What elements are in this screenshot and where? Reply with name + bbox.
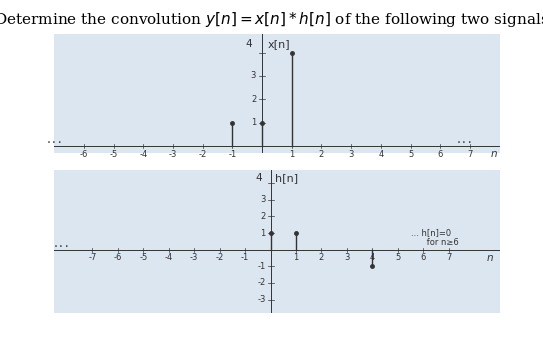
Text: 7: 7 xyxy=(467,150,472,159)
Text: -2: -2 xyxy=(199,150,207,159)
Text: 4: 4 xyxy=(245,39,252,49)
Text: Determine the convolution $y[n] = x[n]*h[n]$ of the following two signals: Determine the convolution $y[n] = x[n]*h… xyxy=(0,10,543,29)
Text: 5: 5 xyxy=(408,150,413,159)
Text: 1: 1 xyxy=(289,150,294,159)
Text: 6: 6 xyxy=(420,253,426,262)
Text: -4: -4 xyxy=(139,150,148,159)
Text: 6: 6 xyxy=(438,150,443,159)
Text: 3: 3 xyxy=(251,71,256,81)
Text: ...: ... xyxy=(455,135,473,145)
Text: 4: 4 xyxy=(378,150,383,159)
Text: ... h[n]=0
      for n≥6: ... h[n]=0 for n≥6 xyxy=(411,228,458,247)
Text: 2: 2 xyxy=(251,95,256,104)
Text: -2: -2 xyxy=(216,253,224,262)
Text: 1: 1 xyxy=(293,253,299,262)
Text: 3: 3 xyxy=(260,195,266,204)
Text: -2: -2 xyxy=(257,278,266,287)
Text: -6: -6 xyxy=(113,253,122,262)
Text: -6: -6 xyxy=(80,150,88,159)
Text: -7: -7 xyxy=(89,253,97,262)
Text: 1: 1 xyxy=(260,228,266,238)
Text: -1: -1 xyxy=(241,253,249,262)
Text: ...: ... xyxy=(53,239,71,249)
Text: 2: 2 xyxy=(319,150,324,159)
Text: 2: 2 xyxy=(260,212,266,221)
Text: n: n xyxy=(487,253,494,263)
Text: -3: -3 xyxy=(169,150,177,159)
Text: ...: ... xyxy=(46,135,63,145)
Text: x[n]: x[n] xyxy=(268,39,290,49)
Text: 7: 7 xyxy=(446,253,451,262)
Text: n: n xyxy=(491,149,497,159)
Text: 3: 3 xyxy=(349,150,354,159)
Text: 4: 4 xyxy=(370,253,375,262)
Text: -1: -1 xyxy=(257,262,266,271)
Text: 1: 1 xyxy=(251,118,256,127)
Text: h[n]: h[n] xyxy=(275,173,298,183)
Text: -3: -3 xyxy=(257,295,266,304)
Text: 3: 3 xyxy=(344,253,350,262)
Text: -4: -4 xyxy=(165,253,173,262)
Text: -3: -3 xyxy=(190,253,198,262)
Text: 2: 2 xyxy=(319,253,324,262)
Text: -1: -1 xyxy=(228,150,237,159)
Text: -5: -5 xyxy=(139,253,148,262)
Text: -5: -5 xyxy=(110,150,118,159)
Text: 4: 4 xyxy=(255,173,262,183)
Text: 5: 5 xyxy=(395,253,400,262)
